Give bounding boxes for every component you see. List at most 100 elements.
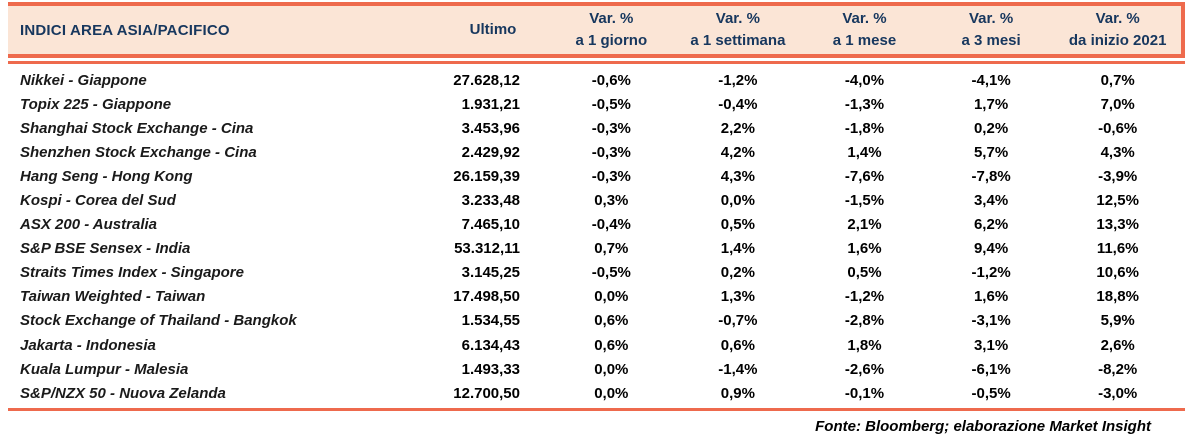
var-1-day: -0,3% xyxy=(591,119,631,137)
last-value: 1.534,55 xyxy=(461,312,520,330)
last-value: 6.134,43 xyxy=(461,336,520,354)
var-1-week: 0,6% xyxy=(720,336,755,354)
var-ytd-2021: -3,9% xyxy=(1098,167,1138,185)
index-name: Stock Exchange of Thailand - Bangkok xyxy=(20,312,297,330)
var-period-label: a 1 giorno xyxy=(575,32,648,49)
var-1-week: -0,7% xyxy=(718,312,758,330)
last-value: 26.159,39 xyxy=(453,167,520,185)
var-3-months: 0,2% xyxy=(973,119,1009,137)
var-label: Var. % xyxy=(968,10,1014,28)
index-name: ASX 200 - Australia xyxy=(20,216,157,234)
last-value: 17.498,50 xyxy=(453,288,520,306)
var-1-month: -1,2% xyxy=(844,288,885,306)
column-header-var-1-settimana: Var. % a 1 settimana xyxy=(675,8,802,52)
var-3-months: -4,1% xyxy=(971,71,1011,89)
var-1-month: -2,8% xyxy=(844,312,885,330)
var-ytd-2021: -3,0% xyxy=(1098,384,1138,402)
var-3-months: 1,6% xyxy=(973,288,1009,306)
var-1-day: 0,6% xyxy=(594,312,629,330)
index-name: Hang Seng - Hong Kong xyxy=(20,167,193,185)
var-1-week: 1,4% xyxy=(720,240,755,258)
table-bottom-line xyxy=(8,408,1185,412)
var-ytd-2021: 12,5% xyxy=(1096,192,1139,210)
var-1-day: -0,4% xyxy=(591,216,631,234)
table-row: Kuala Lumpur - Malesia 1.493,33 0,0% -1,… xyxy=(8,357,1185,381)
var-3-months: 1,7% xyxy=(973,95,1009,113)
var-3-months: 9,4% xyxy=(973,240,1009,258)
var-label: Var. % xyxy=(1095,10,1140,28)
table-row: Nikkei - Giappone 27.628,12 -0,6% -1,2% … xyxy=(8,68,1185,92)
var-1-day: -0,6% xyxy=(591,71,631,89)
table-row: Hang Seng - Hong Kong 26.159,39 -0,3% 4,… xyxy=(8,164,1185,188)
var-3-months: -3,1% xyxy=(971,312,1011,330)
var-1-week: 1,3% xyxy=(720,288,755,306)
var-3-months: 3,4% xyxy=(973,192,1009,210)
index-name: Shenzhen Stock Exchange - Cina xyxy=(20,143,257,161)
var-3-months: 3,1% xyxy=(973,336,1009,354)
index-name: Nikkei - Giappone xyxy=(20,71,147,89)
var-1-day: 0,0% xyxy=(594,288,629,306)
column-header-var-inizio-2021: Var. % da inizio 2021 xyxy=(1054,8,1181,52)
last-value: 2.429,92 xyxy=(461,143,520,161)
var-period-label: a 1 mese xyxy=(832,32,897,49)
var-1-day: 0,6% xyxy=(594,336,629,354)
var-1-month: 1,4% xyxy=(847,143,882,161)
table-header-row: INDICI AREA ASIA/PACIFICO Ultimo Var. % … xyxy=(8,2,1185,58)
var-1-month: -7,6% xyxy=(844,167,885,185)
var-1-day: -0,3% xyxy=(591,143,631,161)
table-row: S&P/NZX 50 - Nuova Zelanda 12.700,50 0,0… xyxy=(8,381,1185,405)
var-period-label: a 1 settimana xyxy=(690,32,786,49)
var-ytd-2021: 5,9% xyxy=(1100,312,1135,330)
var-ytd-2021: 18,8% xyxy=(1096,288,1139,306)
source-note: Fonte: Bloomberg; elaborazione Market In… xyxy=(815,418,1151,436)
last-value: 7.465,10 xyxy=(461,216,520,234)
var-ytd-2021: 2,6% xyxy=(1100,336,1135,354)
column-header-var-1-mese: Var. % a 1 mese xyxy=(801,8,928,52)
table-row: Shanghai Stock Exchange - Cina 3.453,96 … xyxy=(8,116,1185,140)
var-label: Var. % xyxy=(715,10,760,28)
asia-pacific-indices-table: INDICI AREA ASIA/PACIFICO Ultimo Var. % … xyxy=(8,2,1185,435)
var-ytd-2021: 4,3% xyxy=(1100,143,1135,161)
var-1-month: -4,0% xyxy=(844,71,885,89)
var-1-month: -1,8% xyxy=(844,119,885,137)
last-value: 3.233,48 xyxy=(461,192,520,210)
var-1-month: -1,5% xyxy=(844,192,885,210)
var-1-day: 0,7% xyxy=(594,240,629,258)
var-1-month: 0,5% xyxy=(847,264,882,282)
last-value: 53.312,11 xyxy=(454,240,520,258)
var-1-month: 1,8% xyxy=(847,336,882,354)
last-value: 3.453,96 xyxy=(461,119,520,137)
index-name: S&P/NZX 50 - Nuova Zelanda xyxy=(20,384,226,402)
table-row: Kospi - Corea del Sud 3.233,48 0,3% 0,0%… xyxy=(8,188,1185,212)
index-name: Taiwan Weighted - Taiwan xyxy=(20,288,206,306)
table-body: Nikkei - Giappone 27.628,12 -0,6% -1,2% … xyxy=(8,64,1185,405)
index-name: Straits Times Index - Singapore xyxy=(20,264,244,282)
var-label: Var. % xyxy=(589,10,634,28)
var-ytd-2021: -0,6% xyxy=(1098,119,1138,137)
var-3-months: 5,7% xyxy=(973,143,1009,161)
var-1-day: -0,3% xyxy=(591,167,631,185)
index-name: Kuala Lumpur - Malesia xyxy=(20,360,189,378)
var-1-week: -0,4% xyxy=(718,95,758,113)
var-1-month: -0,1% xyxy=(844,384,885,402)
var-1-week: 2,2% xyxy=(720,119,755,137)
var-1-month: 1,6% xyxy=(847,240,882,258)
last-value: 1.931,21 xyxy=(461,95,520,113)
var-1-day: 0,3% xyxy=(594,192,629,210)
index-name: Shanghai Stock Exchange - Cina xyxy=(20,119,254,137)
var-ytd-2021: 10,6% xyxy=(1096,264,1139,282)
header-divider-line xyxy=(8,61,1185,64)
var-1-week: 0,2% xyxy=(720,264,755,282)
var-ytd-2021: -8,2% xyxy=(1098,360,1138,378)
table-title: INDICI AREA ASIA/PACIFICO xyxy=(20,21,230,39)
var-1-month: -2,6% xyxy=(844,360,885,378)
table-row: Straits Times Index - Singapore 3.145,25… xyxy=(8,261,1185,285)
last-value: 1.493,33 xyxy=(461,360,520,378)
var-1-week: 0,9% xyxy=(720,384,755,402)
var-1-week: 0,0% xyxy=(720,192,755,210)
var-1-week: -1,2% xyxy=(718,71,758,89)
table-row: Shenzhen Stock Exchange - Cina 2.429,92 … xyxy=(8,140,1185,164)
var-1-week: 0,5% xyxy=(720,216,755,234)
last-value: 27.628,12 xyxy=(453,71,520,89)
column-header-var-3-mesi: Var. % a 3 mesi xyxy=(928,8,1055,52)
